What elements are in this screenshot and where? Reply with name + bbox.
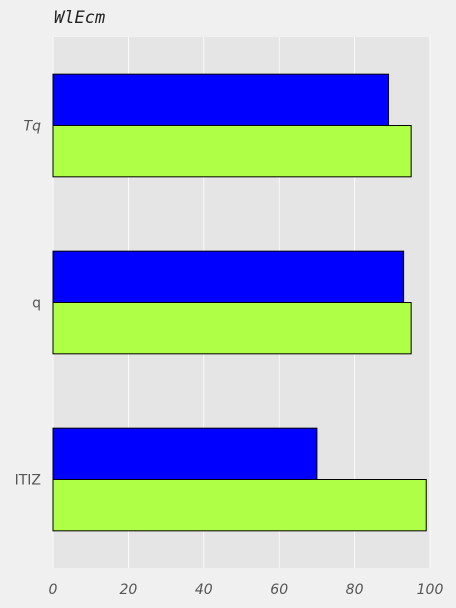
bar-Tq-series-1 xyxy=(52,73,390,126)
y-tick-label-0: Tq xyxy=(24,119,42,135)
bar-Tq-series-2 xyxy=(52,125,412,178)
y-tick-label-1: q xyxy=(32,296,41,312)
chart-title: WlEcm xyxy=(54,8,106,28)
x-tick-label-4: 80 xyxy=(346,582,364,598)
bar-ITIZ-series-2 xyxy=(52,479,427,532)
bar-q-series-2 xyxy=(52,302,412,355)
x-tick-label-3: 60 xyxy=(270,582,288,598)
x-tick-label-0: 0 xyxy=(49,582,58,598)
y-tick-label-2: ITIZ xyxy=(15,473,41,489)
bars xyxy=(52,73,427,532)
y-tick-labels: Tq q ITIZ xyxy=(15,119,42,489)
bar-ITIZ-series-1 xyxy=(52,427,318,481)
x-tick-label-2: 40 xyxy=(195,582,213,598)
x-tick-label-1: 20 xyxy=(119,582,137,598)
bar-q-series-1 xyxy=(52,250,405,303)
x-tick-label-5: 100 xyxy=(417,582,444,598)
x-tick-labels: 0 20 40 60 80 100 xyxy=(49,582,444,598)
